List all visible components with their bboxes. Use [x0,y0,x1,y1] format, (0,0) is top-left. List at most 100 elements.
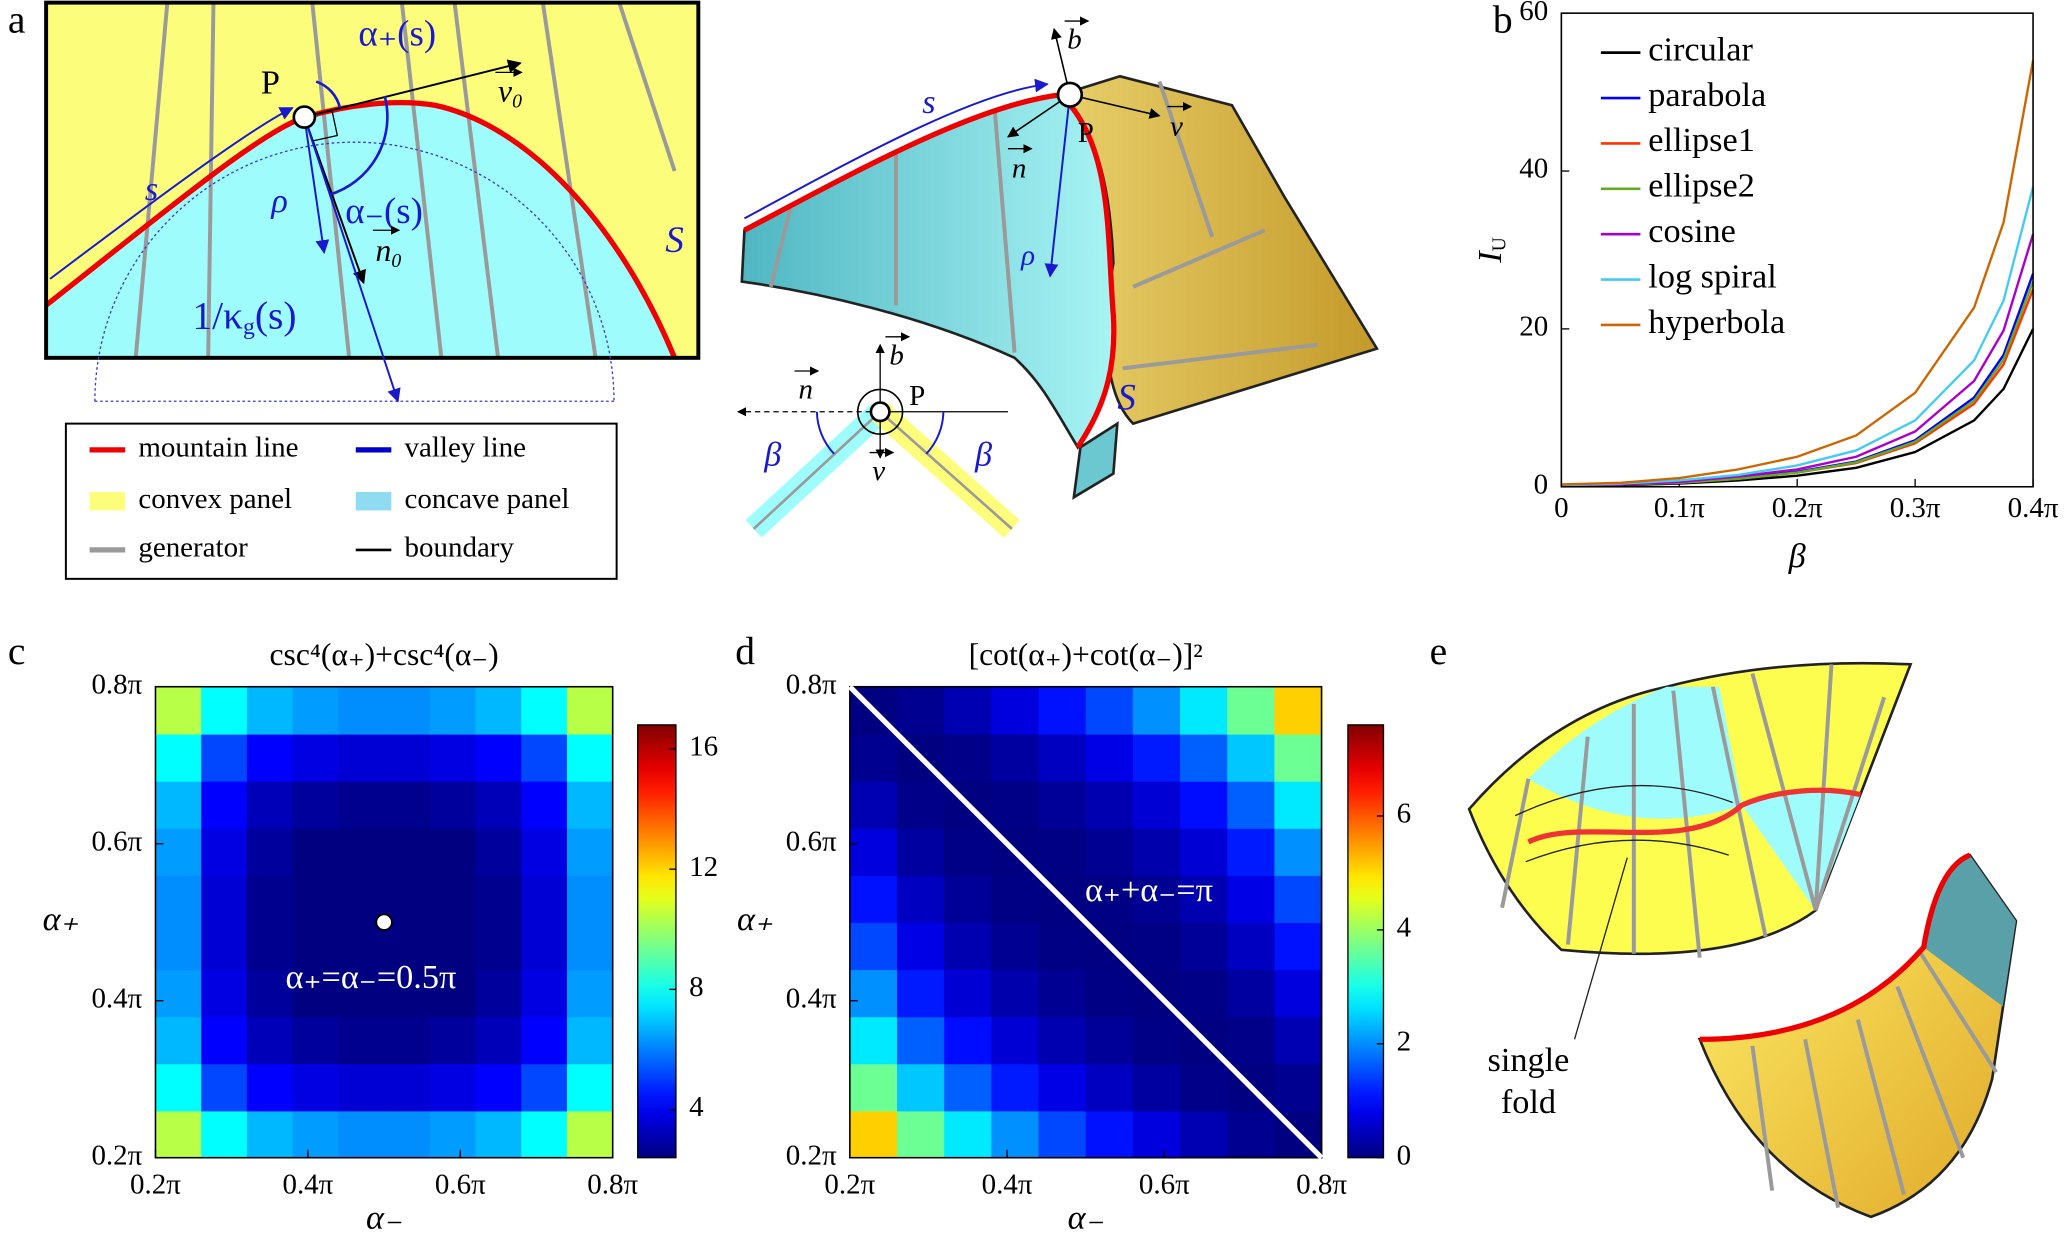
x-tick-label: 0.2π [1772,492,1823,524]
label: v [1170,111,1183,143]
heatmap-cell [1038,828,1087,876]
heatmap-cell [384,686,431,735]
label-sub: 0 [391,249,401,271]
x-axis-label: α₋ [366,1199,402,1234]
mountain-line [743,91,1117,449]
heatmap-cell [521,969,568,1018]
label-sub: g [243,314,255,340]
angle-arc [329,95,389,196]
heatmap-cell [429,1110,477,1159]
heatmap-cell [1180,686,1229,735]
heatmap-cell [1227,733,1276,782]
rho-arrow [303,116,330,254]
heatmap-cell [155,780,202,829]
y-tick-label: 0.4π [91,982,142,1014]
heatmap-cell [1038,1016,1087,1065]
heatmap-cell [849,922,898,971]
heatmap-cell [944,922,993,971]
heatmap-cell [1085,1063,1134,1112]
heatmap-cell [246,780,294,829]
y-tick-label: 0.2π [786,1139,837,1171]
v0-arrow [304,59,522,119]
heatmap-cell [1180,969,1229,1018]
heatmap-cell [384,1110,431,1159]
heatmap-cell [338,922,385,971]
label: b [889,339,903,371]
label: β [763,436,781,474]
heatmap-cell [991,922,1040,971]
heatmap-cell [292,828,340,876]
heatmap-cell [1038,733,1087,782]
heatmap-cell [384,1016,431,1065]
heatmap-cell [246,922,294,971]
heatmap-cell [246,733,294,782]
heatmap-cell [475,686,523,735]
heatmap-cell [897,828,945,876]
heatmap-cell [155,1110,202,1159]
heatmap-cell [1085,969,1134,1018]
heatmap-cell [1274,875,1323,924]
label-main: v [498,74,513,109]
concave-region [46,102,675,358]
heatmap-cell [849,780,898,829]
heatmap-cell [384,875,431,924]
legend-label: parabola [1648,76,1766,114]
x-tick-label: 0.4π [982,1168,1033,1200]
heatmap-cell [849,1016,898,1065]
heatmap-cell [1227,828,1276,876]
heatmap-cell [292,1016,340,1065]
y-axis-label: α₊ [43,900,79,938]
heatmap-cell [1038,1110,1087,1159]
y-tick-label: 0 [1534,468,1548,500]
heatmap-cell [566,1063,614,1112]
label: s [145,170,158,208]
heatmap-cell [201,922,248,971]
heatmap-cell [1085,1110,1134,1159]
legend-label: cosine [1648,212,1735,250]
label: ρ [1020,240,1035,272]
heatmap-cell [944,1110,993,1159]
y-tick-label: 0.6π [786,825,837,857]
y-axis-label-sub: U [1488,237,1510,251]
heatmap-cell [1180,922,1229,971]
heatmap-cell [1132,828,1181,876]
heatmap-cell [1227,780,1276,829]
heatmap-cell [1132,1063,1181,1112]
heatmap-cell [384,1063,431,1112]
heatmap-cell [1180,828,1229,876]
angle-arc [815,411,835,455]
heatmap-cell [944,969,993,1018]
x-tick-label: 0.6π [435,1168,486,1200]
fold-diagram: s b P n v ρ S [740,16,1379,500]
label: n0 [376,233,402,271]
heatmap-cell [849,969,898,1018]
x-tick-label: 0.6π [1139,1168,1190,1200]
colorbar-tick-label: 0 [1397,1139,1411,1171]
series-line [1561,186,2035,487]
label-main: 1/κ [192,294,243,338]
heatmap-cell [991,686,1040,735]
heatmap-cell [1227,969,1276,1018]
heatmap-cell [991,1110,1040,1159]
generators [133,2,677,358]
panel-label: b [1493,0,1513,42]
heatmap-cell [897,686,945,735]
legend-label: mountain line [138,432,298,464]
mountain-line [1527,787,1862,845]
label: P [261,63,280,101]
plot-frame [154,685,614,1159]
legend-label: log spiral [1648,257,1776,295]
heatmap-cell [849,828,898,876]
panel-e: single fold [1467,661,2018,1219]
heatmap-cell [1038,1063,1087,1112]
point-p [1056,81,1084,108]
heatmap-cell [1274,733,1323,782]
heatmap-cell [429,922,477,971]
heatmap-cell [991,969,1040,1018]
legend-label: generator [138,532,248,564]
heatmap-cell [201,1016,248,1065]
heatmap-cell [429,780,477,829]
heatmap-cell [201,828,248,876]
heatmap-cell [338,1063,385,1112]
legend-label: ellipse1 [1648,121,1755,159]
